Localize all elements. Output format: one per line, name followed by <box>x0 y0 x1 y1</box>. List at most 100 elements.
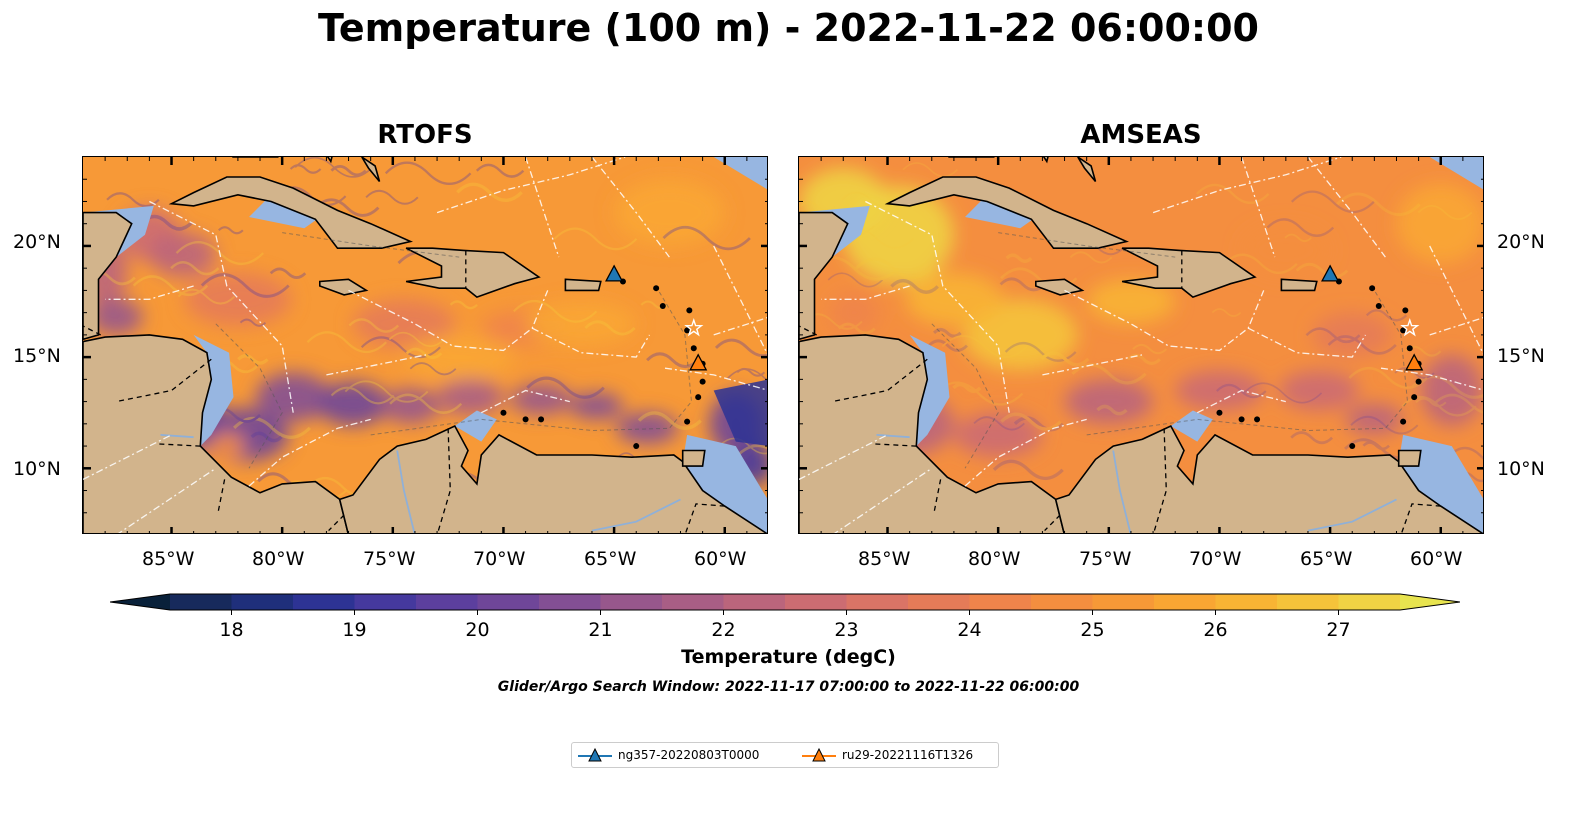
colorbar-segment <box>846 594 909 610</box>
island <box>1406 345 1413 352</box>
country-border <box>1044 514 1061 532</box>
island <box>1400 418 1407 425</box>
eddy-swirl <box>992 459 1064 481</box>
eez-boundary <box>531 327 651 358</box>
lon-tick-rtofs-85: 85°W <box>142 548 195 570</box>
land-yucatan <box>83 211 133 341</box>
temperature-anomaly <box>569 392 623 420</box>
island <box>686 307 693 314</box>
lon-tick-amseas-70: 70°W <box>1189 548 1242 570</box>
temperature-anomaly <box>255 372 331 422</box>
lat-tick-left-15: 15°N <box>13 345 61 367</box>
eddy-swirl <box>727 368 767 382</box>
country-border <box>799 325 817 336</box>
eez-boundary <box>248 418 371 487</box>
bathymetry-contour <box>998 232 1176 258</box>
temperature-anomaly <box>1345 403 1404 435</box>
eddy-swirl <box>360 336 441 359</box>
argo-star-marker[interactable] <box>684 318 704 337</box>
eddy-swirl <box>855 257 932 280</box>
island <box>1369 285 1376 292</box>
eez-boundary <box>591 157 670 258</box>
colorbar-segment <box>231 594 294 610</box>
land-southAmerica <box>1054 424 1483 533</box>
temperature-anomaly <box>317 381 389 427</box>
temperature-map-rtofs <box>83 157 767 533</box>
eddy-swirl <box>1243 382 1323 404</box>
island <box>1415 378 1422 385</box>
eddy-swirl <box>512 299 598 323</box>
eez-boundary <box>799 434 888 480</box>
colorbar-segment <box>416 594 478 610</box>
eddy-swirl <box>218 226 244 235</box>
eddy-swirl <box>389 393 463 414</box>
eez-boundary <box>436 157 626 214</box>
eddy-swirl <box>890 278 939 294</box>
eddy-swirl <box>294 157 374 178</box>
eddy-swirl <box>1096 404 1128 416</box>
legend-label-ru29: ru29-20221116T1326 <box>842 748 974 762</box>
lon-tick-amseas-80: 80°W <box>968 548 1021 570</box>
temperature-anomaly <box>1241 223 1331 278</box>
colorbar-segment <box>969 594 1032 610</box>
country-border <box>1400 503 1441 533</box>
land-bahamas1 <box>1042 157 1049 164</box>
eddy-swirl <box>365 189 419 205</box>
eez-boundary <box>964 418 1087 487</box>
lon-tick-rtofs-75: 75°W <box>363 548 416 570</box>
eez-boundary <box>1380 367 1483 391</box>
argo-star-marker[interactable] <box>1400 318 1420 337</box>
bathymetry-contour <box>1086 290 1409 436</box>
land-southAmerica <box>338 424 767 533</box>
colorbar-tick-label: 26 <box>1203 619 1228 641</box>
colorbar-segment <box>1338 594 1401 610</box>
island <box>1254 416 1261 423</box>
eez-boundary <box>524 157 560 258</box>
island <box>684 327 691 334</box>
eddy-swirl <box>237 354 269 365</box>
island <box>653 285 660 292</box>
colorbar-segment <box>785 594 847 610</box>
eddy-swirl <box>1290 190 1375 214</box>
glider-marker-ng357[interactable] <box>1321 264 1340 282</box>
eddy-swirl <box>1000 412 1062 431</box>
temperature-anomaly <box>1396 183 1483 264</box>
glider-marker-ru29[interactable] <box>689 353 708 371</box>
eez-boundary <box>1429 317 1483 336</box>
colorbar-tick-label: 21 <box>588 619 613 641</box>
legend-marker-ru29 <box>802 747 836 762</box>
eddy-swirl <box>475 163 525 178</box>
lat-tick-left-10: 10°N <box>13 458 61 480</box>
glider-marker-ng357[interactable] <box>605 264 624 282</box>
eez-boundary <box>105 285 194 300</box>
lat-tick-right-15: 15°N <box>1497 345 1545 367</box>
temperature-anomaly <box>1420 354 1483 427</box>
river <box>591 498 681 532</box>
colorbar-segment <box>293 594 355 610</box>
land-trinidad <box>681 449 706 467</box>
eez-boundary <box>83 434 172 480</box>
bathymetry-contour <box>931 323 999 469</box>
main-title: Temperature (100 m) - 2022-11-22 06:00:0… <box>317 6 1259 50</box>
lon-tick-rtofs-60: 60°W <box>694 548 747 570</box>
island <box>690 345 697 352</box>
shelf-water <box>193 334 234 447</box>
colorbar-segment <box>477 594 540 610</box>
shelf-water <box>713 157 767 190</box>
island <box>1400 327 1407 334</box>
glider-marker-ru29[interactable] <box>1405 353 1424 371</box>
eddy-swirl <box>330 386 395 405</box>
lon-tick-rtofs-65: 65°W <box>584 548 637 570</box>
eddy-swirl <box>1284 233 1312 243</box>
eddy-swirl <box>239 318 267 327</box>
eddy-swirl <box>1004 341 1077 362</box>
eddy-swirl <box>1290 431 1334 445</box>
island <box>538 416 545 423</box>
colorbar-extend-min <box>110 594 170 610</box>
map-panel-rtofs <box>82 156 768 534</box>
river <box>396 450 416 533</box>
eddy-swirl <box>200 273 290 298</box>
island <box>522 416 529 423</box>
eez-boundary <box>821 285 910 300</box>
colorbar-segment <box>723 594 786 610</box>
